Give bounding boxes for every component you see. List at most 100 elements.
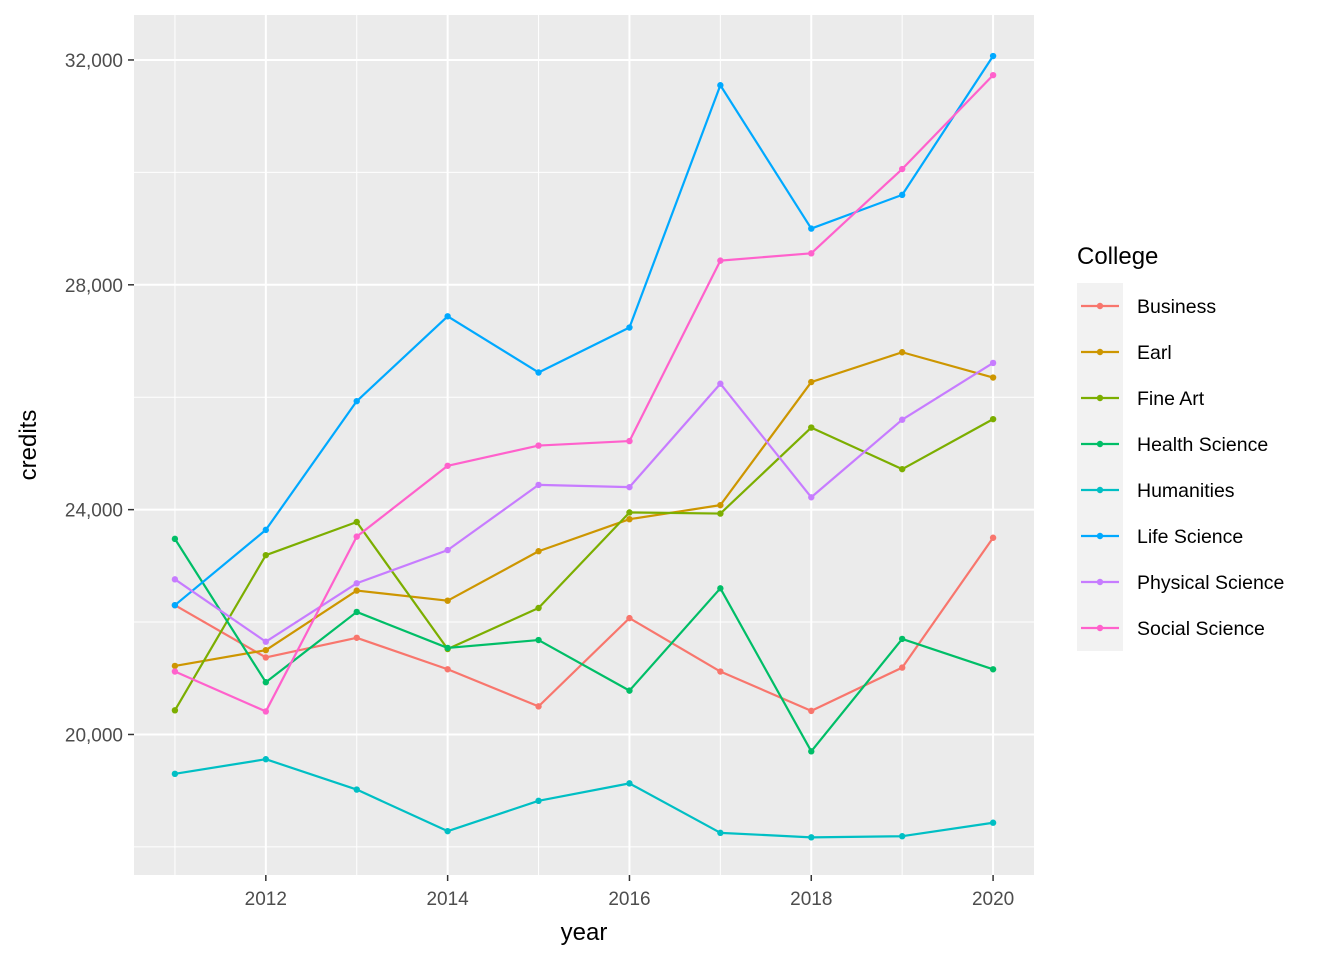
legend-items: Business Earl Fine Art Health Science Humani…	[1081, 296, 1284, 640]
data-point-physical-science	[808, 494, 815, 501]
series-line-humanities	[174, 758, 994, 839]
data-point-physical-science	[535, 481, 542, 489]
data-point-business	[898, 664, 906, 671]
data-point-fine-art	[989, 415, 997, 423]
data-point-life-science	[717, 82, 724, 89]
data-point-social-science	[535, 442, 542, 449]
legend-title: College	[1077, 243, 1158, 270]
data-point-physical-science	[444, 546, 451, 554]
data-point-social-science	[626, 437, 633, 445]
data-point-health-science	[626, 687, 633, 694]
data-point-earl	[808, 378, 815, 386]
minor-gridlines	[134, 15, 1034, 875]
data-point-physical-science	[262, 638, 270, 645]
legend-key-point-humanities	[1096, 486, 1104, 494]
data-point-health-science	[717, 585, 724, 592]
y-axis: 20,000 24,000 28,000 32,000	[65, 51, 134, 746]
data-point-earl	[626, 515, 633, 523]
data-point-humanities	[626, 780, 633, 787]
data-point-health-science	[989, 666, 997, 673]
legend: College Business Earl Fine Art Health Scien…	[1077, 243, 1284, 651]
data-point-earl	[989, 374, 997, 381]
legend-label-fine-art: Fine Art	[1137, 388, 1205, 410]
y-axis-title: credits	[15, 410, 42, 481]
legend-key-point-physical-science	[1096, 578, 1104, 586]
data-point-social-science	[444, 462, 451, 469]
x-tick-label: 2014	[426, 889, 469, 910]
data-point-social-science	[262, 708, 270, 715]
data-point-humanities	[262, 756, 270, 763]
y-tick-label: 28,000	[65, 276, 123, 297]
legend-label-life-science: Life Science	[1137, 526, 1243, 548]
data-point-business	[717, 668, 724, 675]
y-tick-label: 24,000	[65, 501, 123, 522]
series-points	[171, 52, 997, 841]
legend-label-humanities: Humanities	[1137, 480, 1235, 502]
data-point-humanities	[535, 797, 542, 805]
data-point-fine-art	[535, 604, 542, 612]
data-point-health-science	[808, 748, 815, 755]
legend-label-business: Business	[1137, 296, 1216, 318]
data-point-life-science	[808, 225, 815, 232]
series-line-physical-science	[174, 361, 994, 643]
data-point-humanities	[808, 834, 815, 841]
data-point-physical-science	[898, 416, 906, 423]
data-point-social-science	[717, 257, 724, 264]
data-point-humanities	[444, 827, 451, 835]
data-point-business	[626, 614, 633, 622]
data-point-life-science	[262, 526, 270, 534]
data-point-business	[353, 634, 360, 641]
data-point-earl	[262, 646, 270, 654]
data-point-humanities	[353, 786, 360, 793]
x-tick-label: 2018	[790, 889, 832, 910]
data-point-health-science	[898, 635, 906, 643]
data-point-physical-science	[171, 576, 179, 583]
data-point-physical-science	[989, 359, 997, 367]
data-point-life-science	[171, 601, 179, 609]
data-point-humanities	[171, 770, 179, 778]
data-point-life-science	[353, 397, 360, 405]
series-line-fine-art	[173, 418, 994, 711]
data-point-physical-science	[353, 580, 360, 587]
legend-key-point-social-science	[1096, 624, 1104, 632]
data-point-social-science	[353, 533, 360, 540]
data-point-health-science	[353, 608, 360, 616]
data-point-earl	[444, 597, 451, 604]
data-point-health-science	[444, 644, 451, 652]
data-point-social-science	[898, 165, 906, 173]
data-point-health-science	[262, 679, 270, 686]
x-tick-label: 2012	[245, 889, 287, 910]
data-point-earl	[353, 587, 360, 594]
data-point-fine-art	[262, 551, 270, 559]
data-point-life-science	[898, 191, 906, 199]
data-point-fine-art	[353, 518, 360, 526]
legend-key-point-fine-art	[1096, 394, 1104, 402]
plot-panel	[134, 15, 1034, 875]
data-point-humanities	[989, 819, 997, 826]
data-point-health-science	[535, 636, 542, 644]
series-lines	[173, 55, 995, 839]
y-tick-label: 20,000	[65, 725, 123, 746]
data-point-business	[535, 703, 542, 710]
data-point-social-science	[171, 668, 179, 675]
x-axis: 2012 2014 2016 2018 2020	[245, 875, 1014, 910]
legend-key-point-business	[1096, 302, 1104, 310]
series-line-health-science	[173, 538, 994, 753]
x-tick-label: 2016	[608, 889, 650, 910]
data-point-physical-science	[626, 483, 633, 491]
legend-key-point-life-science	[1096, 532, 1104, 540]
data-point-earl	[717, 501, 724, 509]
legend-label-social-science: Social Science	[1137, 618, 1265, 640]
series-line-social-science	[174, 74, 994, 713]
data-point-fine-art	[717, 510, 724, 517]
data-point-humanities	[717, 829, 724, 837]
data-point-humanities	[898, 833, 906, 840]
legend-key-point-health-science	[1096, 440, 1104, 448]
data-point-life-science	[626, 324, 633, 331]
legend-key-point-earl	[1096, 348, 1104, 356]
data-point-earl	[535, 548, 542, 555]
data-point-earl	[898, 349, 906, 356]
data-point-fine-art	[171, 707, 179, 714]
data-point-business	[262, 654, 270, 661]
